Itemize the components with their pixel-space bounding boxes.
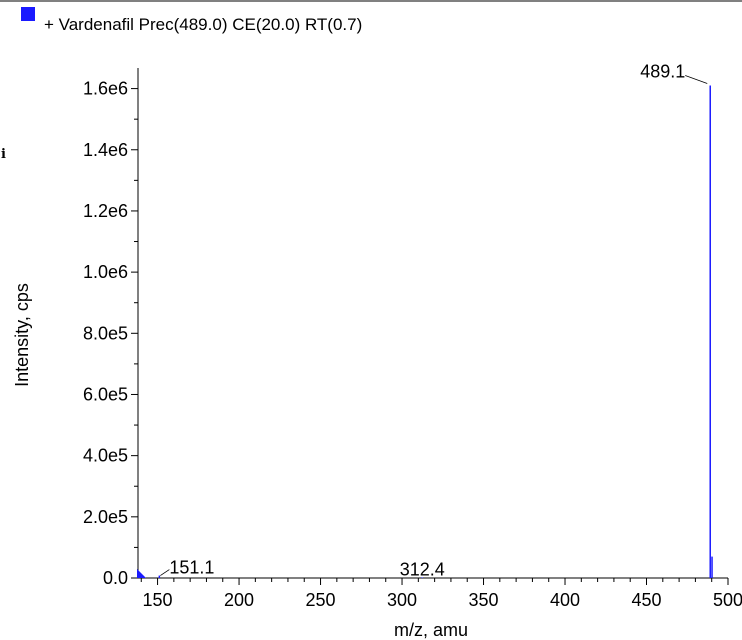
x-tick-label: 250 <box>306 590 336 610</box>
x-tick-label: 200 <box>224 590 254 610</box>
x-tick-label: 400 <box>550 590 580 610</box>
x-axis-title: m/z, amu <box>394 620 468 640</box>
y-tick-label: 6.0e5 <box>83 384 128 404</box>
legend-label: + Vardenafil Prec(489.0) CE(20.0) RT(0.7… <box>44 15 362 34</box>
peak-leader-line <box>160 569 170 576</box>
peak-label: 151.1 <box>169 558 214 578</box>
legend-swatch <box>21 7 35 21</box>
x-tick-label: 450 <box>631 590 661 610</box>
y-tick-label: 1.6e6 <box>83 79 128 99</box>
y-tick-label: 1.2e6 <box>83 201 128 221</box>
plot-area: 150 200 250 300 350 400 450 500 0.0 2.0e5 4.0e5 6.0… <box>83 62 742 610</box>
x-tick-label: 350 <box>469 590 499 610</box>
peak-label: 312.4 <box>400 559 445 579</box>
y-tick-label: 2.0e5 <box>83 507 128 527</box>
origin-marker <box>137 569 146 578</box>
y-tick-label: 0.0 <box>103 568 128 588</box>
peak-leader-line <box>685 75 708 84</box>
peak-label: 489.1 <box>640 62 685 82</box>
y-tick-label: 8.0e5 <box>83 323 128 343</box>
x-tick-label: 150 <box>143 590 173 610</box>
x-tick-label: 300 <box>387 590 417 610</box>
y-tick-label: 1.4e6 <box>83 140 128 160</box>
y-tick-label: 1.0e6 <box>83 262 128 282</box>
side-mark: i <box>1 147 6 162</box>
y-tick-label: 4.0e5 <box>83 446 128 466</box>
x-tick-label: 500 <box>713 590 742 610</box>
y-axis-title: Intensity, cps <box>12 283 32 387</box>
